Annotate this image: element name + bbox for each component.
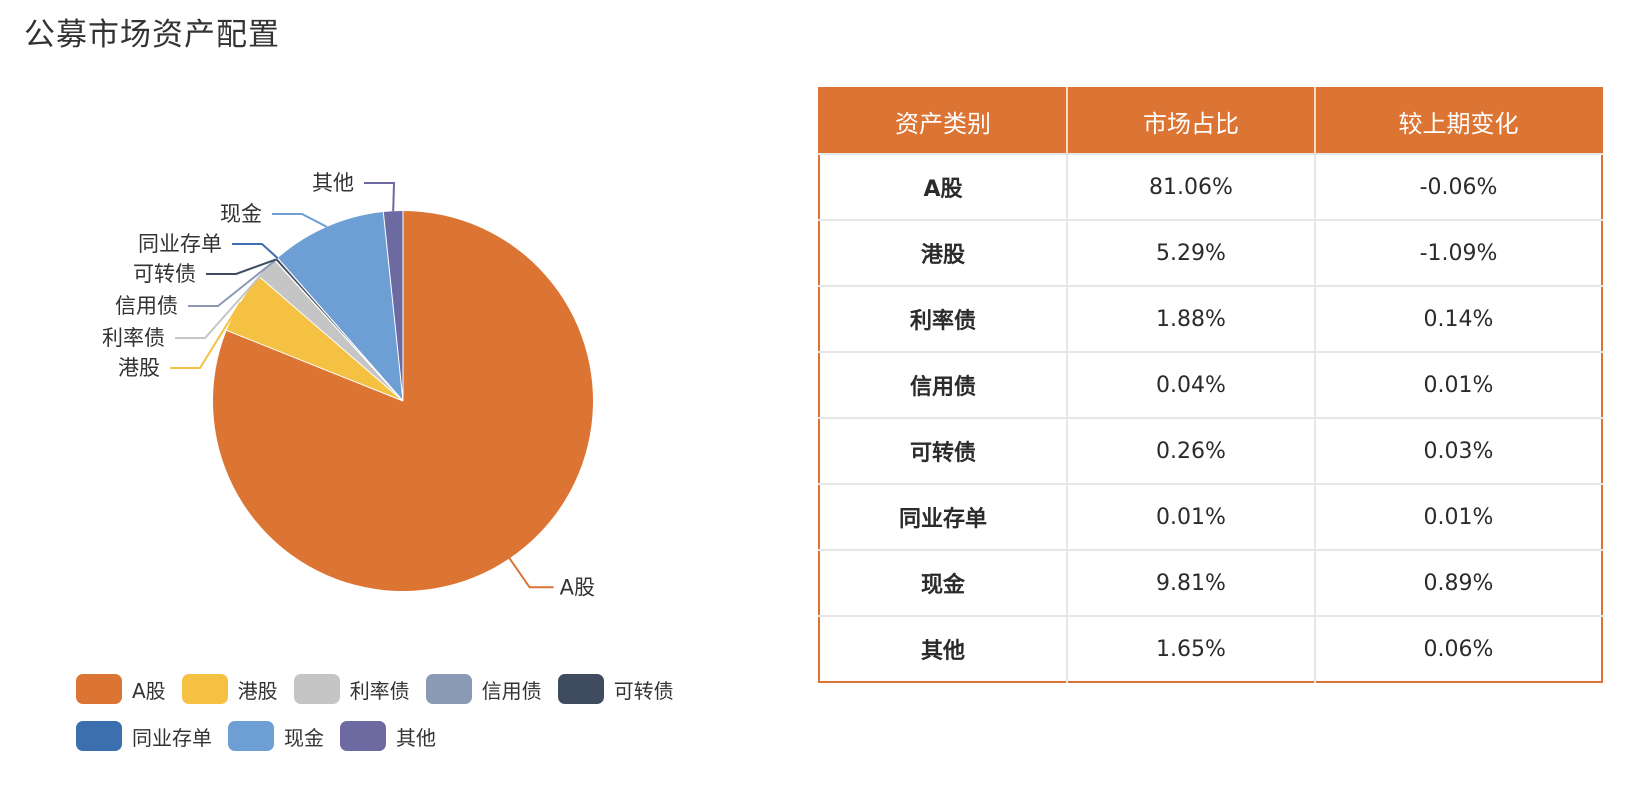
legend-label: 同业存单: [132, 725, 212, 750]
legend-item[interactable]: 利率债: [293, 674, 410, 704]
page-title: 公募市场资产配置: [24, 17, 280, 53]
legend-item[interactable]: 同业存单: [76, 721, 212, 751]
table-row: 利率债 1.88% 0.14%: [819, 285, 1602, 352]
slice-separator: [274, 259, 404, 402]
legend-swatch: [76, 721, 122, 751]
label-leader-line: [232, 243, 279, 259]
label-leader-line: [508, 557, 554, 589]
table-row: 可转债 0.26% 0.03%: [819, 417, 1602, 484]
cell-market-share: 1.88%: [1066, 285, 1315, 352]
slice-label: 同业存单: [138, 232, 222, 256]
cell-market-share: 0.01%: [1066, 483, 1315, 550]
cell-change: 0.06%: [1314, 615, 1602, 682]
legend-label: 现金: [284, 725, 324, 750]
slice-separator: [226, 329, 404, 402]
legend-item[interactable]: 其他: [340, 721, 436, 751]
pie-slice: [226, 276, 403, 401]
cell-change: 0.14%: [1314, 285, 1602, 352]
slice-label: 信用债: [115, 294, 178, 318]
legend-swatch: [293, 674, 340, 704]
table-row: 现金 9.81% 0.89%: [819, 549, 1602, 616]
table-row: 信用债 0.04% 0.01%: [819, 351, 1602, 418]
cell-asset-class: 同业存单: [819, 483, 1067, 550]
header-asset-class: 资产类别: [819, 88, 1067, 154]
legend-swatch: [181, 674, 228, 704]
legend-row: 同业存单 现金 其他: [76, 719, 776, 753]
cell-market-share: 81.06%: [1066, 153, 1315, 220]
slice-label: 现金: [220, 202, 262, 226]
legend-label: 利率债: [349, 678, 410, 703]
cell-market-share: 9.81%: [1066, 549, 1315, 616]
slice-label: 港股: [118, 356, 160, 380]
legend-label: A股: [132, 678, 166, 703]
legend-swatch: [557, 674, 604, 704]
cell-asset-class: 其他: [819, 615, 1067, 682]
table-row: A股 81.06% -0.06%: [819, 153, 1602, 220]
cell-market-share: 0.04%: [1066, 351, 1315, 418]
legend-item[interactable]: 可转债: [557, 674, 674, 704]
table-row: 其他 1.65% 0.06%: [819, 615, 1602, 682]
cell-change: -1.09%: [1314, 219, 1602, 286]
label-leader-line: [272, 213, 328, 228]
legend-swatch: [340, 721, 386, 751]
table-header-row: 资产类别 市场占比 较上期变化: [819, 88, 1602, 154]
cell-asset-class: 港股: [819, 219, 1067, 286]
cell-market-share: 0.26%: [1066, 417, 1315, 484]
label-leader-line: [206, 258, 277, 275]
pie-chart: A股 港股 利率债 信用债 可转债 同业存单 现金 其他: [102, 171, 595, 599]
legend-label: 可转债: [613, 678, 674, 703]
header-change: 较上期变化: [1314, 88, 1602, 154]
legend-label: 港股: [237, 678, 278, 703]
pie-slice: [259, 260, 403, 401]
cell-asset-class: 现金: [819, 549, 1067, 616]
cell-asset-class: 利率债: [819, 285, 1067, 352]
cell-asset-class: A股: [819, 153, 1067, 220]
slice-separator: [258, 276, 404, 402]
cell-change: 0.03%: [1314, 417, 1602, 484]
slice-separator: [382, 211, 404, 402]
slice-label: A股: [560, 575, 595, 599]
table-row: 同业存单 0.01% 0.01%: [819, 483, 1602, 550]
cell-change: 0.89%: [1314, 549, 1602, 616]
label-leader-line: [170, 301, 242, 369]
label-leader-line: [175, 267, 268, 339]
pie-slice: [277, 212, 403, 401]
cell-asset-class: 信用债: [819, 351, 1067, 418]
legend-item[interactable]: 现金: [228, 721, 324, 751]
table-row: 港股 5.29% -1.09%: [819, 219, 1602, 286]
cell-market-share: 5.29%: [1066, 219, 1315, 286]
slice-label: 利率债: [102, 326, 165, 350]
legend-row: A股 港股 利率债 信用债 可转债: [76, 672, 776, 706]
legend-item[interactable]: A股: [76, 674, 166, 704]
slice-label: 其他: [312, 171, 354, 195]
chart-legend: A股 港股 利率债 信用债 可转债 同业存单 现金 其他: [76, 672, 776, 766]
label-leader-line: [364, 182, 396, 212]
legend-item[interactable]: 港股: [181, 674, 278, 704]
legend-swatch: [228, 721, 274, 751]
legend-item[interactable]: 信用债: [425, 674, 542, 704]
legend-label: 其他: [396, 725, 436, 750]
cell-change: -0.06%: [1314, 153, 1602, 220]
legend-label: 信用债: [481, 678, 542, 703]
cell-change: 0.01%: [1314, 483, 1602, 550]
legend-swatch: [425, 674, 472, 704]
cell-change: 0.01%: [1314, 351, 1602, 418]
label-leader-line: [188, 259, 276, 307]
allocation-table: 资产类别 市场占比 较上期变化 A股 81.06% -0.06% 港股 5.29% -1.…: [818, 87, 1603, 683]
header-market-share: 市场占比: [1066, 88, 1315, 154]
slice-separator: [277, 257, 404, 402]
cell-asset-class: 可转债: [819, 417, 1067, 484]
legend-swatch: [76, 674, 122, 704]
slice-label: 可转债: [133, 262, 196, 286]
cell-market-share: 1.65%: [1066, 615, 1315, 682]
